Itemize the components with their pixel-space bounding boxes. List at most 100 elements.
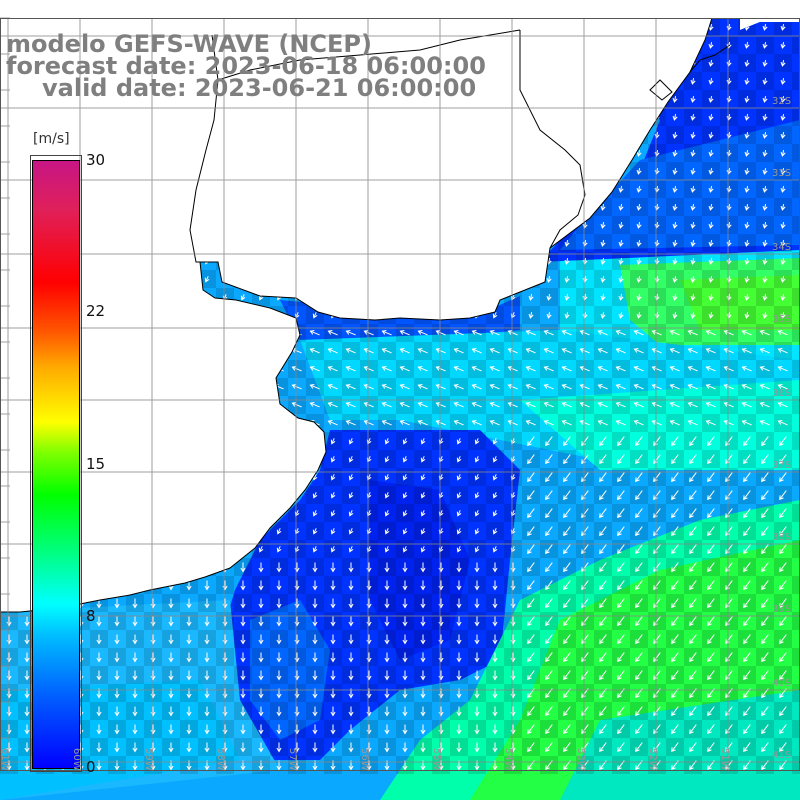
wind-arrow <box>492 294 498 301</box>
wind-arrow <box>492 24 498 31</box>
wind-arrow <box>492 186 498 193</box>
wind-arrow <box>492 60 498 67</box>
wind-arrow <box>204 294 210 301</box>
wind-arrow <box>671 742 679 753</box>
grid-cell <box>792 540 800 558</box>
wind-arrow <box>258 562 264 573</box>
wind-arrow <box>96 724 102 735</box>
wind-arrow <box>168 186 174 193</box>
wind-arrow <box>474 670 480 681</box>
grid-cell <box>414 162 432 180</box>
wind-arrow <box>615 384 626 390</box>
wind-arrow <box>402 474 408 481</box>
wind-arrow <box>563 454 571 465</box>
wind-arrow <box>456 258 462 265</box>
grid-cell <box>414 198 432 216</box>
wind-arrow <box>507 402 518 408</box>
wind-arrow <box>492 150 498 157</box>
grid-cell <box>198 306 216 324</box>
grid-cell <box>540 36 558 54</box>
wind-arrow <box>402 168 408 175</box>
wind-arrow <box>258 276 264 283</box>
wind-arrow <box>599 454 607 465</box>
grid-cell <box>90 522 108 540</box>
wind-arrow <box>327 366 338 372</box>
wind-arrow <box>456 634 462 645</box>
wind-arrow <box>114 670 120 681</box>
grid-cell <box>108 576 126 594</box>
wind-arrow <box>402 276 408 283</box>
wind-arrow <box>309 402 320 408</box>
wind-arrow <box>348 186 354 193</box>
wind-arrow <box>186 204 192 211</box>
wind-arrow <box>96 222 102 229</box>
wind-arrow <box>96 652 102 663</box>
wind-arrow <box>525 420 536 426</box>
wind-arrow <box>258 186 264 193</box>
wind-arrow <box>599 724 607 735</box>
grid-cell <box>576 144 594 162</box>
wind-arrow <box>237 420 248 426</box>
grid-cell <box>504 252 522 270</box>
wind-arrow <box>600 41 606 49</box>
wind-arrow <box>420 706 426 717</box>
wind-arrow <box>24 186 30 193</box>
grid-cell <box>90 234 108 252</box>
wind-arrow <box>743 616 751 627</box>
wind-arrow <box>492 724 498 735</box>
wind-arrow <box>114 634 120 645</box>
wind-arrow <box>24 438 30 445</box>
lat-label: 37S <box>772 460 792 471</box>
wind-arrow <box>420 634 426 645</box>
wind-arrow <box>525 366 536 372</box>
grid-cell <box>162 162 180 180</box>
wind-arrow <box>114 562 120 573</box>
grid-cell <box>324 216 342 234</box>
wind-arrow <box>528 221 534 229</box>
grid-cell <box>162 234 180 252</box>
grid-cell <box>252 216 270 234</box>
grid-cell <box>162 306 180 324</box>
wind-arrow <box>384 562 390 573</box>
wind-arrow <box>456 724 462 735</box>
wind-arrow <box>528 293 534 301</box>
wind-arrow <box>636 59 642 67</box>
wind-arrow <box>114 742 120 753</box>
wind-arrow <box>168 634 174 645</box>
wind-arrow <box>651 348 662 354</box>
wind-arrow <box>402 724 408 735</box>
grid-cell <box>108 144 126 162</box>
wind-arrow <box>492 132 498 139</box>
wind-arrow <box>707 454 715 465</box>
lon-label: 57W <box>287 748 298 771</box>
wind-arrow <box>492 510 498 517</box>
wind-arrow <box>111 348 122 354</box>
wind-arrow <box>258 598 264 609</box>
grid-cell <box>180 504 198 522</box>
wind-arrow <box>96 276 102 283</box>
wind-arrow <box>474 150 480 157</box>
grid-cell <box>414 270 432 288</box>
grid-cell <box>144 252 162 270</box>
wind-arrow <box>96 616 102 627</box>
grid-cell <box>216 324 234 342</box>
grid-cell <box>414 18 432 36</box>
lon-label: 58W <box>215 748 226 771</box>
wind-arrow <box>599 598 607 609</box>
wind-arrow <box>402 150 408 157</box>
wind-arrow <box>669 384 680 390</box>
colorbar-frame <box>30 155 82 772</box>
wind-arrow <box>363 402 374 408</box>
wind-arrow <box>600 95 606 103</box>
wind-arrow <box>527 742 535 753</box>
wind-arrow <box>186 510 192 517</box>
wind-arrow <box>204 186 210 193</box>
wind-arrow <box>384 528 390 535</box>
wind-arrow <box>492 546 498 553</box>
wind-arrow <box>402 114 408 121</box>
wind-arrow <box>600 203 606 211</box>
wind-arrow <box>744 185 750 193</box>
wind-arrow <box>779 544 787 555</box>
wind-arrow <box>132 562 138 573</box>
wind-arrow <box>420 438 426 445</box>
